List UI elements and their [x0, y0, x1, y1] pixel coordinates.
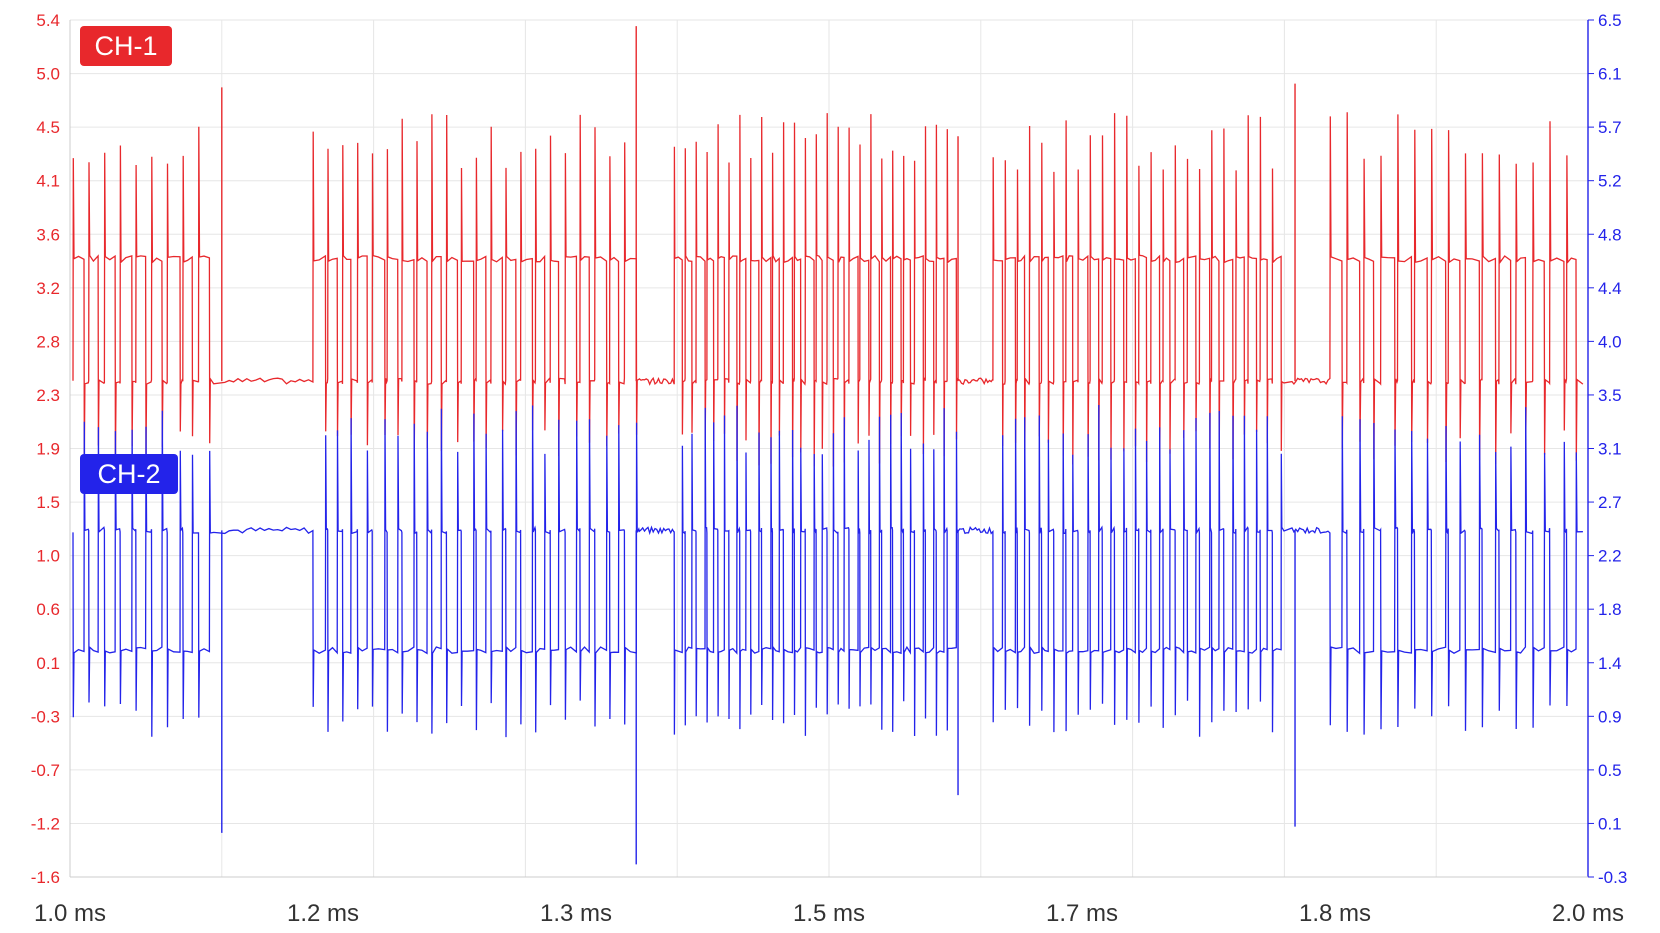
ch1-badge-label: CH-1	[94, 31, 157, 61]
left-tick-label: -0.7	[31, 761, 60, 780]
ch1-badge[interactable]: CH-1	[80, 26, 172, 66]
left-tick-label: 5.4	[36, 11, 60, 30]
left-tick-label: -1.2	[31, 814, 60, 833]
left-tick-label: 1.5	[36, 493, 60, 512]
right-tick-label: 6.5	[1598, 11, 1622, 30]
right-tick-label: 0.1	[1598, 814, 1622, 833]
x-axis: 1.0 ms 1.2 ms 1.3 ms 1.5 ms 1.7 ms 1.8 ms 2.0 …	[34, 900, 1624, 927]
x-tick-label: 1.5 ms	[793, 900, 865, 927]
left-y-axis: 5.4 5.0 4.5 4.1 3.6 3.2 2.8 2.3 1.9 1.5 1.0 0.6 0.1 -…	[31, 11, 60, 887]
left-tick-label: 0.6	[36, 600, 60, 619]
right-tick-label: 3.1	[1598, 440, 1622, 459]
right-tick-label: 4.8	[1598, 225, 1622, 244]
right-tick-label: 3.5	[1598, 386, 1622, 405]
right-tick-label: 1.4	[1598, 654, 1622, 673]
ch2-trace	[72, 404, 1583, 738]
left-tick-label: 3.2	[36, 279, 60, 298]
left-tick-label: 2.8	[36, 332, 60, 351]
right-tick-label: 5.7	[1598, 118, 1622, 137]
left-tick-label: 0.1	[36, 654, 60, 673]
left-tick-label: 4.5	[36, 118, 60, 137]
right-tick-label: 4.4	[1598, 279, 1622, 298]
left-tick-label: 3.6	[36, 225, 60, 244]
ch2-badge-label: CH-2	[97, 459, 160, 489]
x-tick-label: 2.0 ms	[1552, 900, 1624, 927]
right-tick-label: -0.3	[1598, 868, 1627, 887]
left-tick-label: 5.0	[36, 65, 60, 84]
left-tick-label: 1.0	[36, 547, 60, 566]
ch1-trace	[72, 112, 1584, 467]
right-y-axis: 6.5 6.1 5.7 5.2 4.8 4.4 4.0 3.5 3.1 2.7 2.2 1.8 1.4 0…	[1588, 11, 1627, 887]
right-tick-label: 5.2	[1598, 172, 1622, 191]
right-tick-label: 4.0	[1598, 332, 1622, 351]
signal-traces	[72, 26, 1584, 865]
left-tick-label: 4.1	[36, 172, 60, 191]
right-tick-label: 1.8	[1598, 600, 1622, 619]
left-tick-label: 2.3	[36, 386, 60, 405]
left-tick-label: -1.6	[31, 868, 60, 887]
x-tick-label: 1.3 ms	[540, 900, 612, 927]
right-tick-label: 2.7	[1598, 493, 1622, 512]
left-tick-label: 1.9	[36, 440, 60, 459]
x-tick-label: 1.0 ms	[34, 900, 106, 927]
right-tick-label: 0.5	[1598, 761, 1622, 780]
right-tick-label: 6.1	[1598, 65, 1622, 84]
right-tick-label: 0.9	[1598, 707, 1622, 726]
x-tick-label: 1.7 ms	[1046, 900, 1118, 927]
right-tick-label: 2.2	[1598, 547, 1622, 566]
ch2-badge[interactable]: CH-2	[80, 454, 178, 494]
left-tick-label: -0.3	[31, 707, 60, 726]
x-tick-label: 1.8 ms	[1299, 900, 1371, 927]
x-tick-label: 1.2 ms	[287, 900, 359, 927]
